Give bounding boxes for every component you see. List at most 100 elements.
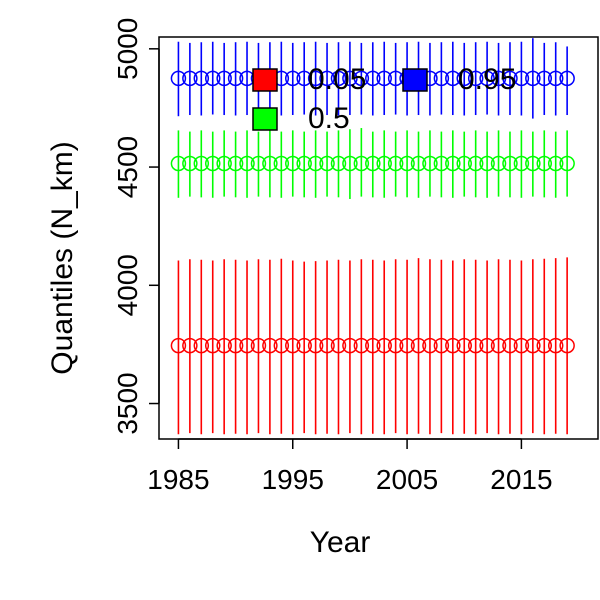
legend-swatch: [252, 107, 278, 131]
data-point: [342, 337, 358, 354]
data-point: [387, 337, 404, 354]
x-axis-label: Year: [310, 526, 371, 559]
data-point: [250, 337, 267, 354]
data-point: [365, 155, 381, 172]
data-point: [399, 155, 415, 172]
data-point: [536, 155, 553, 172]
data-point: [182, 155, 198, 172]
data-point: [227, 337, 244, 354]
data-point: [525, 337, 541, 354]
data-point: [433, 70, 450, 87]
data-point: [410, 337, 427, 354]
y-axis: 3500 4000 4500 5000: [112, 18, 160, 435]
data-point: [479, 155, 495, 172]
legend-label: 0.5: [308, 102, 350, 135]
data-point: [342, 155, 358, 172]
legend: 0.05 0.95 0.5: [252, 63, 516, 135]
data-point: [422, 337, 438, 354]
y-axis-label: Quantiles (N_km): [46, 141, 79, 374]
legend-label: 0.95: [458, 63, 516, 96]
data-point: [285, 337, 301, 354]
data-point: [285, 155, 301, 172]
data-point: [262, 155, 278, 172]
data-point: [547, 70, 564, 87]
data-point: [330, 155, 347, 172]
x-tick-label: 1995: [262, 464, 324, 495]
data-point: [227, 70, 244, 87]
data-point: [399, 337, 415, 354]
data-point: [170, 70, 187, 87]
data-point: [193, 337, 210, 354]
data-point: [559, 337, 575, 354]
data-point: [525, 70, 541, 87]
legend-label: 0.05: [308, 63, 366, 96]
data-point: [250, 155, 267, 172]
data-point: [467, 70, 484, 87]
data-point: [204, 337, 221, 354]
data-point: [273, 337, 290, 354]
legend-item: 0.5: [252, 102, 350, 135]
data-point: [376, 70, 392, 87]
data-point: [273, 155, 290, 172]
data-point: [365, 337, 381, 354]
data-point: [296, 337, 312, 354]
x-tick-label: 2005: [376, 464, 438, 495]
data-point: [456, 337, 472, 354]
y-tick-label: 4500: [112, 136, 143, 198]
data-point: [433, 155, 450, 172]
data-point: [330, 337, 347, 354]
data-point: [204, 155, 221, 172]
legend-item: 0.05: [252, 63, 366, 96]
data-point: [536, 70, 553, 87]
data-point: [456, 70, 472, 87]
data-point: [365, 70, 381, 87]
data-point: [547, 337, 564, 354]
data-point: [239, 337, 255, 354]
y-tick-label: 5000: [112, 18, 143, 80]
data-point: [353, 70, 370, 87]
data-point: [467, 155, 484, 172]
data-point: [445, 337, 461, 354]
data-point: [353, 337, 370, 354]
data-point: [479, 70, 495, 87]
data-point: [307, 337, 324, 354]
series-0.05: [170, 257, 575, 435]
data-point: [445, 155, 461, 172]
data-point: [216, 70, 232, 87]
data-point: [170, 337, 187, 354]
data-point: [559, 155, 575, 172]
x-axis: 1985 1995 2005 2015: [147, 438, 553, 495]
data-point: [490, 155, 507, 172]
data-point: [353, 155, 370, 172]
data-point: [204, 70, 221, 87]
data-point: [547, 155, 564, 172]
data-point: [307, 70, 324, 87]
data-point: [456, 155, 472, 172]
y-tick-label: 3500: [112, 372, 143, 434]
data-point: [376, 337, 392, 354]
data-point: [445, 70, 461, 87]
legend-swatch: [402, 68, 428, 92]
data-point: [330, 70, 347, 87]
data-point: [319, 155, 335, 172]
data-point: [239, 155, 255, 172]
data-point: [513, 337, 530, 354]
data-point: [182, 337, 198, 354]
data-point: [216, 337, 232, 354]
data-point: [170, 155, 187, 172]
data-point: [319, 70, 335, 87]
data-point: [342, 70, 358, 87]
legend-item: 0.95: [402, 63, 516, 96]
data-point: [422, 155, 438, 172]
data-point: [502, 337, 518, 354]
data-point: [433, 337, 450, 354]
data-point: [525, 155, 541, 172]
data-point: [479, 337, 495, 354]
data-point: [285, 70, 301, 87]
plot-area: [170, 38, 575, 435]
data-point: [193, 70, 210, 87]
data-point: [319, 337, 335, 354]
data-point: [296, 155, 312, 172]
legend-swatch: [252, 68, 278, 92]
